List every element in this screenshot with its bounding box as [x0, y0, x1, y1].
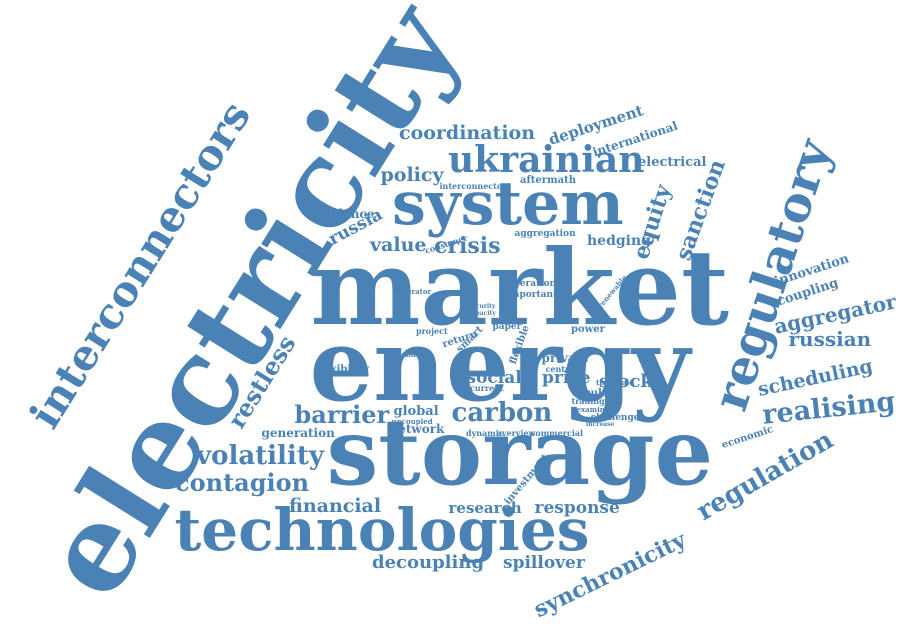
word-financial: financial [289, 497, 381, 516]
word-russian: russian [789, 329, 872, 349]
word-electrical: electrical [638, 156, 706, 169]
word-technologies: technologies [175, 501, 590, 559]
word-increase: increase [586, 422, 614, 428]
word-policy: policy [381, 166, 444, 185]
word-evidence: evidence [316, 208, 375, 220]
word-carbon: carbon [452, 400, 553, 426]
word-timescale: timescale [596, 379, 634, 386]
word-commercial: commercial [531, 429, 584, 437]
word-generation: generation [262, 427, 335, 439]
word-capacity: capacity [468, 311, 496, 317]
word-aggregation: aggregation [515, 230, 576, 239]
word-volatility: volatility [196, 443, 324, 469]
word-response: response [535, 500, 620, 517]
word-uncoupled: uncoupled [392, 418, 433, 425]
word-flexibility: flexibility [317, 365, 369, 375]
word-hedging: hedging [587, 234, 651, 248]
word-demand: demand [385, 351, 416, 358]
word-barrier: barrier [295, 403, 390, 427]
word-operation: operation [508, 280, 557, 289]
word-project: project [416, 327, 448, 335]
word-spillover: spillover [503, 555, 585, 572]
word-interconnector: interconnector [440, 182, 507, 190]
word-economic: economic [721, 425, 775, 451]
word-paper: paper [493, 323, 522, 332]
word-contagion: contagion [175, 471, 309, 495]
word-coordination: coordination [399, 124, 535, 143]
word-power: power [571, 325, 605, 335]
word-centre: centre [546, 365, 575, 373]
word-current: current [470, 384, 504, 392]
word-examine: examine [577, 406, 610, 413]
word-aftermath: aftermath [520, 176, 576, 186]
word-dynamic: dynamic [466, 429, 504, 437]
word-important: important [507, 291, 558, 300]
word-value: value [370, 236, 426, 255]
word-generator: generator [393, 288, 432, 295]
word-regulation: regulation [693, 427, 838, 526]
word-decoupling: decoupling [372, 554, 484, 572]
word-private: private [542, 352, 589, 364]
